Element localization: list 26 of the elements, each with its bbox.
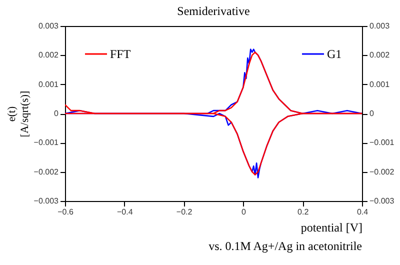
y2-tick-label: −0.003 — [370, 196, 395, 206]
y2-tick-label: 0.001 — [370, 80, 390, 89]
x-tick-label: 0.2 — [298, 208, 310, 216]
legend-label: FFT — [110, 47, 132, 61]
x-axis-title: potential [V] — [300, 220, 362, 234]
y2-tick-label: −0.001 — [370, 138, 395, 148]
legend-label: G1 — [327, 47, 342, 61]
y-tick-label: −0.001 — [34, 138, 60, 148]
y-tick-label: −0.003 — [34, 196, 60, 206]
y-tick-label: 0.001 — [38, 80, 60, 89]
y2-tick-label: −0.002 — [370, 167, 395, 176]
x-tick-label: 0.4 — [356, 208, 369, 216]
y-axis-title: e(t) [A/sqrt(s)] — [6, 90, 31, 138]
x-tick-label: 0 — [241, 208, 246, 216]
x-tick-label: −0.6 — [58, 208, 74, 216]
y-tick-label: 0.003 — [38, 22, 60, 30]
y2-tick-label: 0.003 — [370, 22, 390, 30]
y2-tick-label: 0.002 — [370, 50, 390, 60]
y2-tick-label: 0 — [370, 109, 374, 118]
x-tick-label: −0.2 — [176, 208, 193, 216]
x-tick-label: −0.4 — [117, 208, 134, 216]
y-tick-label: 0.002 — [38, 50, 60, 60]
y-tick-label: 0 — [54, 109, 60, 118]
text: vs. 0.1M Ag+/Ag in acetonitrile — [208, 239, 362, 253]
chart-title: Semiderivative — [177, 4, 250, 18]
y-tick-label: −0.002 — [34, 167, 60, 176]
